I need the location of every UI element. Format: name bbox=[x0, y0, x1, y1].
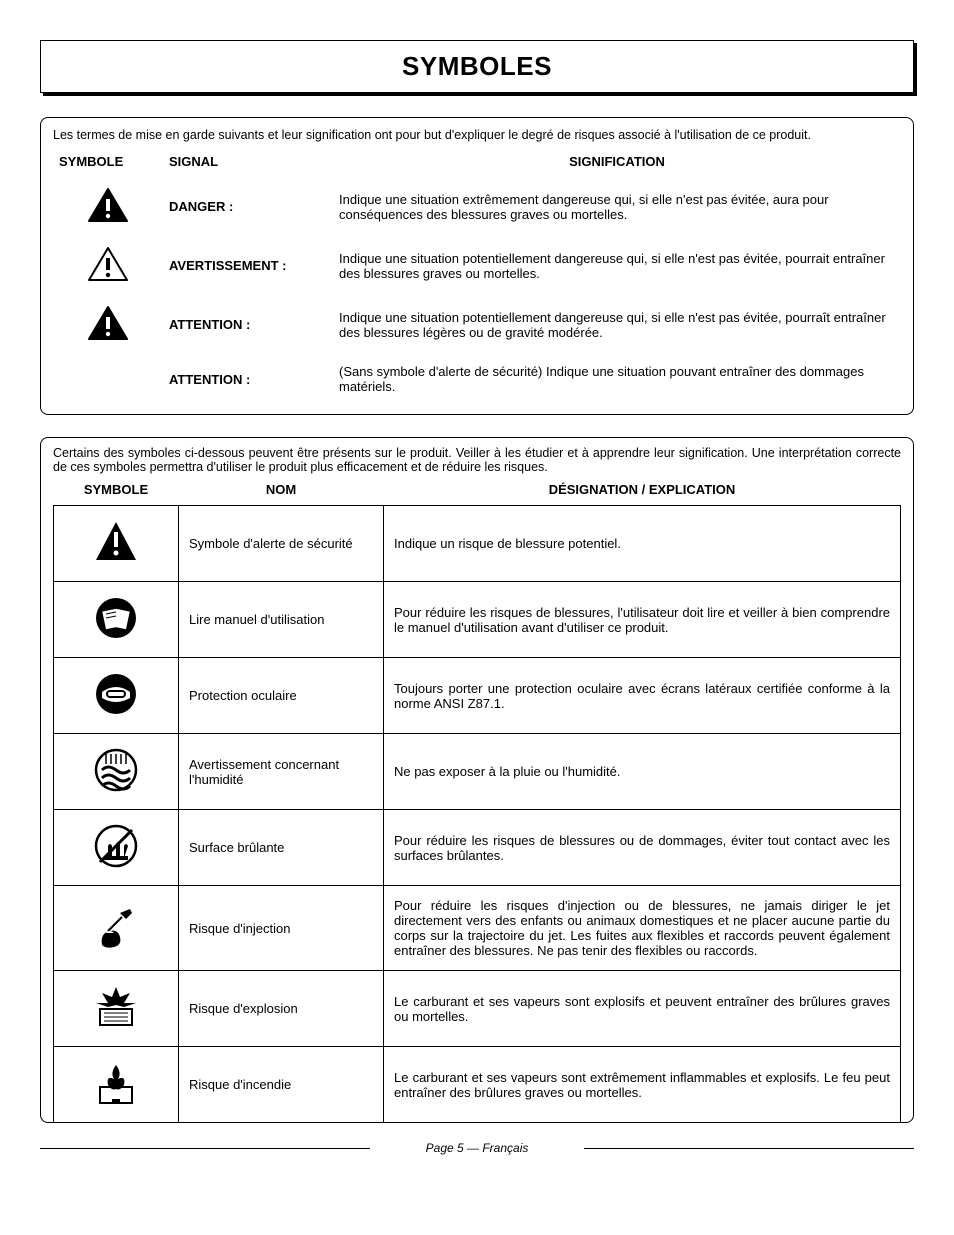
signal-meaning: (Sans symbole d'alerte de sécurité) Indi… bbox=[333, 354, 901, 404]
symbol-description: Pour réduire les risques de blessures, l… bbox=[384, 582, 901, 658]
symbol-row: Lire manuel d'utilisation Pour réduire l… bbox=[54, 582, 901, 658]
warning-triangle-icon bbox=[53, 295, 163, 354]
symbol-description: Pour réduire les risques d'injection ou … bbox=[384, 886, 901, 971]
symbol-name: Avertissement concernant l'humidité bbox=[179, 734, 384, 810]
symbol-name: Lire manuel d'utilisation bbox=[179, 582, 384, 658]
explosion-icon bbox=[54, 971, 179, 1047]
signal-meaning: Indique une situation potentiellement da… bbox=[333, 236, 901, 295]
signal-table: SYMBOLE SIGNAL SIGNIFICATION DANGER : In… bbox=[53, 150, 901, 404]
signal-header-meaning: SIGNIFICATION bbox=[333, 150, 901, 177]
symbol-name: Risque d'injection bbox=[179, 886, 384, 971]
symbol-description: Le carburant et ses vapeurs sont explosi… bbox=[384, 971, 901, 1047]
signal-meaning: Indique une situation extrêmement danger… bbox=[333, 177, 901, 236]
footer-rule-left bbox=[40, 1148, 370, 1149]
signal-row: AVERTISSEMENT : Indique une situation po… bbox=[53, 236, 901, 295]
signal-header-symbol: SYMBOLE bbox=[53, 150, 163, 177]
symbols-header-name: NOM bbox=[179, 478, 384, 506]
symbols-intro: Certains des symboles ci-dessous peuvent… bbox=[53, 446, 901, 474]
symbol-row: Protection oculaire Toujours porter une … bbox=[54, 658, 901, 734]
signal-word: DANGER : bbox=[163, 177, 333, 236]
signal-header-signal: SIGNAL bbox=[163, 150, 333, 177]
symbol-name: Symbole d'alerte de sécurité bbox=[179, 506, 384, 582]
wet-icon bbox=[54, 734, 179, 810]
symbols-header-desc: DÉSIGNATION / EXPLICATION bbox=[384, 478, 901, 506]
signal-row: ATTENTION : Indique une situation potent… bbox=[53, 295, 901, 354]
symbols-table: SYMBOLE NOM DÉSIGNATION / EXPLICATION Sy… bbox=[53, 478, 901, 1122]
page-title-frame: SYMBOLES bbox=[40, 40, 914, 93]
page-title: SYMBOLES bbox=[45, 45, 909, 88]
warning-triangle-icon bbox=[53, 354, 163, 404]
warning-triangle-icon bbox=[53, 177, 163, 236]
footer-text: Page 5 — Français bbox=[426, 1141, 529, 1155]
symbol-description: Ne pas exposer à la pluie ou l'humidité. bbox=[384, 734, 901, 810]
signal-meaning: Indique une situation potentiellement da… bbox=[333, 295, 901, 354]
injection-icon bbox=[54, 886, 179, 971]
signal-row: ATTENTION : (Sans symbole d'alerte de sé… bbox=[53, 354, 901, 404]
symbols-box: Certains des symboles ci-dessous peuvent… bbox=[40, 437, 914, 1123]
symbol-name: Risque d'explosion bbox=[179, 971, 384, 1047]
signal-row: DANGER : Indique une situation extrêmeme… bbox=[53, 177, 901, 236]
symbol-row: Risque d'explosion Le carburant et ses v… bbox=[54, 971, 901, 1047]
symbol-row: Symbole d'alerte de sécurité Indique un … bbox=[54, 506, 901, 582]
warning-triangle-icon bbox=[53, 236, 163, 295]
symbol-name: Protection oculaire bbox=[179, 658, 384, 734]
signal-intro: Les termes de mise en garde suivants et … bbox=[53, 128, 901, 142]
symbol-row: Surface brûlante Pour réduire les risque… bbox=[54, 810, 901, 886]
symbol-row: Risque d'injection Pour réduire les risq… bbox=[54, 886, 901, 971]
hot-icon bbox=[54, 810, 179, 886]
symbol-description: Le carburant et ses vapeurs sont extrême… bbox=[384, 1047, 901, 1123]
symbol-name: Risque d'incendie bbox=[179, 1047, 384, 1123]
fire-icon bbox=[54, 1047, 179, 1123]
signal-word: AVERTISSEMENT : bbox=[163, 236, 333, 295]
symbol-row: Risque d'incendie Le carburant et ses va… bbox=[54, 1047, 901, 1123]
symbol-description: Indique un risque de blessure potentiel. bbox=[384, 506, 901, 582]
symbol-name: Surface brûlante bbox=[179, 810, 384, 886]
manual-icon bbox=[54, 582, 179, 658]
signal-word: ATTENTION : bbox=[163, 295, 333, 354]
symbol-description: Toujours porter une protection oculaire … bbox=[384, 658, 901, 734]
signal-word: ATTENTION : bbox=[163, 354, 333, 404]
symbols-header-symbol: SYMBOLE bbox=[54, 478, 179, 506]
signal-words-box: Les termes de mise en garde suivants et … bbox=[40, 117, 914, 415]
symbol-description: Pour réduire les risques de blessures ou… bbox=[384, 810, 901, 886]
eye-icon bbox=[54, 658, 179, 734]
footer-rule-right bbox=[584, 1148, 914, 1149]
alert-icon bbox=[54, 506, 179, 582]
symbol-row: Avertissement concernant l'humidité Ne p… bbox=[54, 734, 901, 810]
page-footer: Page 5 — Français bbox=[40, 1141, 914, 1155]
